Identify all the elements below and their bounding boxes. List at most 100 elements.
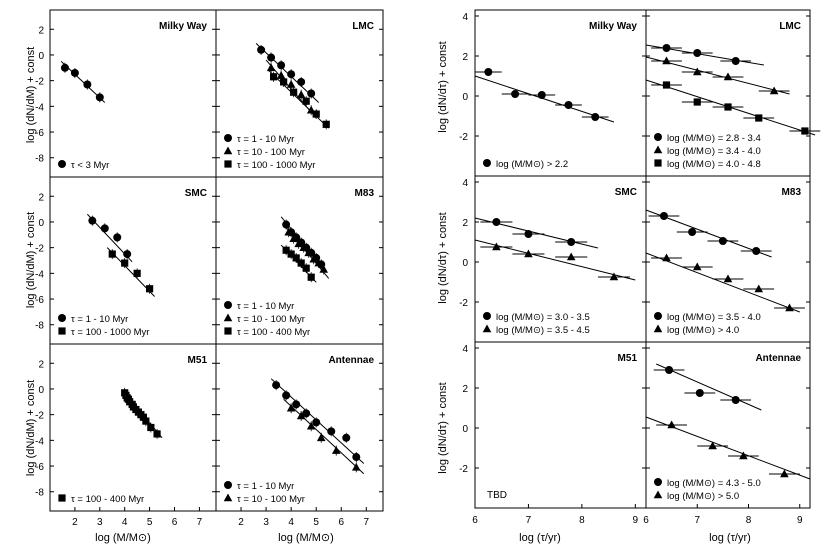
x-tick-label: 6 bbox=[172, 517, 178, 528]
mass-function-figure: log (dN/dM) + const log (dN/dM) + const … bbox=[25, 47, 334, 544]
legend-marker-circle bbox=[58, 160, 66, 168]
chart-panel-mass-lmc: LMC τ = 1 - 10 Myr τ = 10 - 100 Myr τ = 100… bbox=[215, 9, 384, 178]
legend-marker-circle bbox=[224, 481, 232, 489]
fit-line bbox=[645, 252, 800, 313]
y-tick-label: 2 bbox=[38, 359, 44, 370]
panel-title: LMC bbox=[352, 21, 374, 32]
chart-panel-age-antennae: Antennae log (M/M⊙) = 4.3 - 5.0 log (M/M⊙)… bbox=[645, 341, 811, 509]
data-point-triangle bbox=[299, 243, 308, 251]
right-y-axis-label: log (dN/dτ) + const bbox=[437, 382, 449, 473]
data-point-triangle bbox=[566, 252, 576, 261]
data-point-circle bbox=[282, 391, 291, 400]
data-point-triangle bbox=[723, 274, 733, 283]
left-y-axis-label: log (dN/dM) + const bbox=[25, 47, 37, 143]
data-point-circle bbox=[100, 224, 109, 233]
x-tick-label: 6 bbox=[338, 517, 344, 528]
panel-title: Milky Way bbox=[159, 21, 207, 32]
legend-label: log (M/M⊙) = 3.4 - 4.0 bbox=[667, 146, 761, 157]
y-tick-label: 2 bbox=[462, 218, 468, 229]
legend-marker-square bbox=[224, 160, 232, 168]
panel-frame bbox=[49, 9, 217, 178]
legend-label: log (M/M⊙) = 2.8 - 3.4 bbox=[667, 133, 761, 144]
data-point-circle bbox=[524, 230, 533, 238]
data-point-square bbox=[287, 250, 295, 258]
data-point-triangle bbox=[289, 234, 298, 242]
legend-label: log (M/M⊙) > 4.0 bbox=[667, 325, 739, 336]
data-point-square bbox=[302, 264, 310, 272]
legend-label: τ = 1 - 10 Myr bbox=[237, 301, 294, 312]
right-y-axis-label: log (dN/dτ) + const bbox=[437, 41, 449, 132]
data-point-circle bbox=[659, 212, 668, 220]
legend-label: τ < 3 Myr bbox=[71, 160, 109, 171]
x-tick-label: 4 bbox=[122, 517, 128, 528]
chart-panel-mass-m83: M83 τ = 1 - 10 Myr τ = 10 - 100 Myr τ = 100… bbox=[215, 176, 384, 345]
data-point-square bbox=[312, 110, 320, 118]
data-point-triangle bbox=[304, 248, 313, 257]
y-tick-label: 2 bbox=[38, 25, 44, 36]
legend-label: log (M/M⊙) = 3.5 - 4.0 bbox=[667, 312, 761, 323]
data-point-circle bbox=[302, 409, 311, 418]
data-point-triangle bbox=[692, 67, 702, 76]
chart-panel-age-smc: SMC log (M/M⊙) = 3.0 - 3.5 log (M/M⊙) = 3.… bbox=[474, 175, 647, 343]
data-point-triangle bbox=[294, 239, 303, 248]
data-point-square bbox=[133, 269, 141, 277]
y-tick-label: -4 bbox=[35, 102, 44, 113]
legend-marker-square bbox=[58, 494, 66, 502]
y-tick-label: -2 bbox=[35, 411, 44, 422]
data-point-square bbox=[297, 259, 305, 267]
left-x-axis-label: log (M/M⊙) bbox=[95, 532, 151, 544]
legend-marker-triangle bbox=[223, 146, 233, 155]
data-point-square bbox=[307, 273, 315, 281]
data-point-square bbox=[282, 246, 290, 254]
data-point-triangle bbox=[785, 303, 794, 312]
data-point-triangle bbox=[319, 264, 329, 273]
x-tick-label: 2 bbox=[238, 517, 244, 528]
chart-panel-mass-antennae: Antennae τ = 1 - 10 Myr τ = 10 - 100 Myr bbox=[215, 343, 384, 512]
panel-title: M51 bbox=[618, 353, 638, 364]
panel-title: Antennae bbox=[328, 355, 374, 366]
data-point-triangle bbox=[316, 433, 326, 442]
data-point-circle bbox=[257, 45, 266, 54]
panel-title: Milky Way bbox=[589, 21, 637, 32]
data-point-triangle bbox=[314, 258, 324, 267]
data-point-circle bbox=[567, 238, 576, 246]
y-tick-label: 2 bbox=[462, 52, 468, 63]
right-x-axis-label: log (τ/yr) bbox=[519, 532, 561, 544]
panel-title: LMC bbox=[779, 21, 801, 32]
left-x-axis-label: log (M/M⊙) bbox=[278, 532, 334, 544]
y-tick-label: 4 bbox=[462, 344, 468, 355]
data-point-square bbox=[270, 73, 278, 81]
data-point-circle bbox=[277, 61, 286, 70]
y-tick-label: -2 bbox=[35, 244, 44, 255]
y-tick-label: 0 bbox=[38, 51, 44, 62]
data-point-triangle bbox=[754, 284, 764, 293]
data-point-circle bbox=[267, 53, 276, 62]
y-tick-label: -8 bbox=[35, 154, 44, 165]
data-point-triangle bbox=[667, 420, 676, 429]
y-tick-label: -6 bbox=[35, 128, 44, 139]
panel-title: M83 bbox=[782, 187, 802, 198]
data-point-circle bbox=[95, 93, 104, 102]
data-point-circle bbox=[287, 70, 296, 79]
legend-marker-circle bbox=[654, 133, 662, 141]
legend-marker-circle bbox=[224, 134, 232, 142]
data-point-circle bbox=[492, 218, 501, 226]
panel-title: Antennae bbox=[755, 353, 801, 364]
y-tick-label: -8 bbox=[35, 321, 44, 332]
panel-frame bbox=[645, 341, 811, 509]
y-tick-label: -2 bbox=[459, 132, 468, 143]
data-point-circle bbox=[665, 366, 674, 374]
data-point-circle bbox=[272, 381, 281, 390]
legend-marker-square bbox=[654, 159, 662, 167]
legend-label: log (M/M⊙) = 4.0 - 4.8 bbox=[667, 159, 761, 170]
legend-label: τ = 10 - 100 Myr bbox=[237, 147, 305, 158]
legend-marker-triangle bbox=[223, 493, 233, 502]
fit-line bbox=[474, 239, 636, 281]
panel-frame bbox=[474, 341, 647, 509]
data-point-triangle bbox=[723, 72, 733, 81]
legend-marker-circle bbox=[58, 314, 66, 322]
legend-label: τ = 100 - 400 Myr bbox=[71, 494, 144, 505]
data-point-circle bbox=[731, 396, 740, 404]
data-point-triangle bbox=[276, 71, 286, 79]
